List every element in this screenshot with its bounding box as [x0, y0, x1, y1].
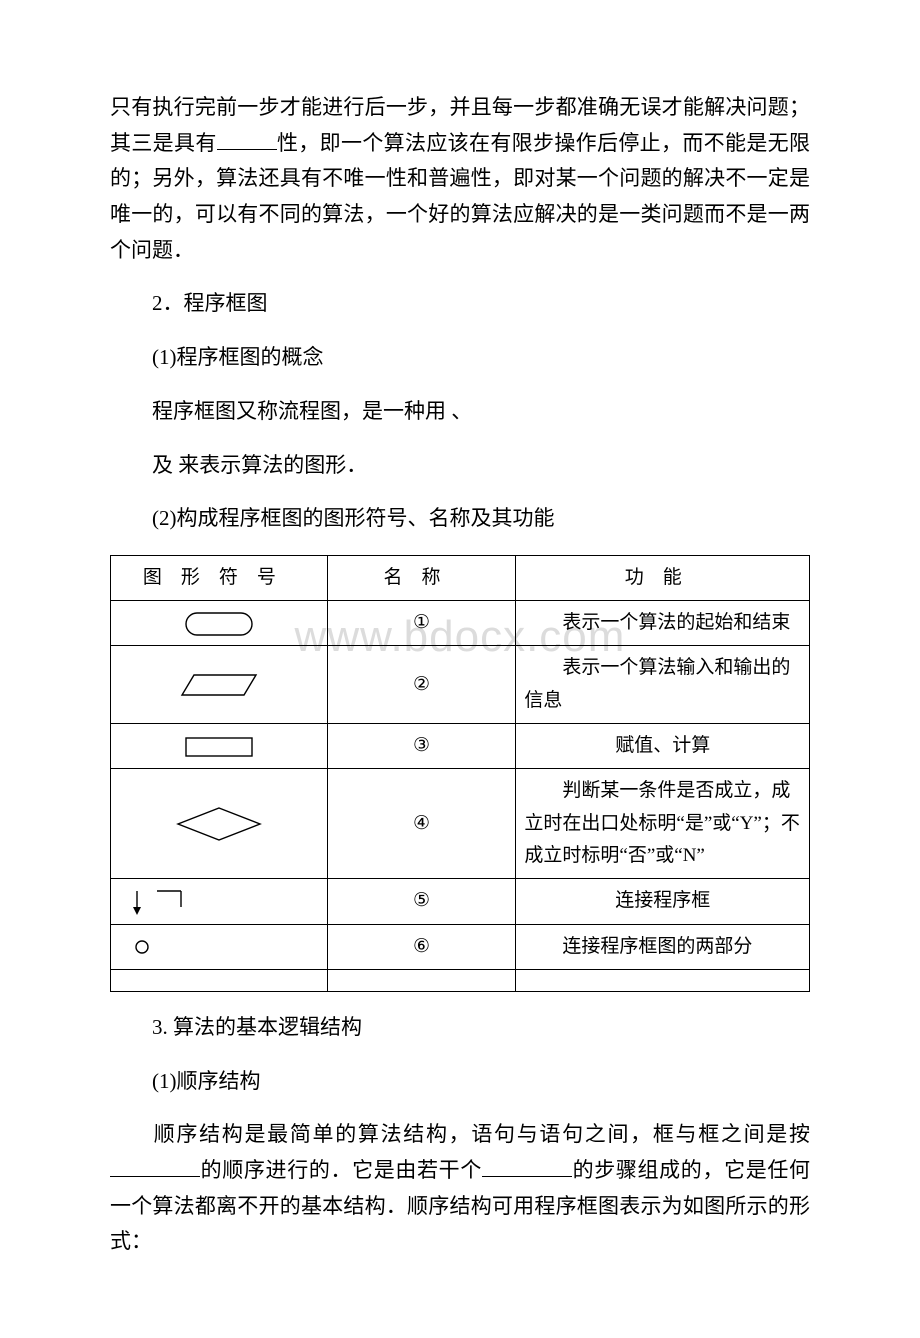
- page-content: 只有执行完前一步才能进行后一步，并且每一步都准确无误才能解决问题；其三是具有性，…: [110, 90, 810, 1260]
- blank-fill: [110, 1154, 200, 1177]
- parallelogram-icon: [180, 672, 258, 698]
- table-row: ② 表示一个算法输入和输出的信息: [111, 646, 810, 724]
- table-row: ⑥ 连接程序框图的两部分: [111, 924, 810, 969]
- symbols-table: 图形符号 名称 功能 ① 表示一个算法的起始和结束 ② 表示一个算法输入和输出的…: [110, 555, 810, 992]
- th-label: 图形符号: [143, 567, 295, 588]
- circled-number: ③: [413, 730, 430, 762]
- cell-shape-io: [111, 646, 328, 724]
- text-span: 的顺序进行的．它是由若干个: [200, 1158, 482, 1182]
- paragraph-sequence: 顺序结构是最简单的算法结构，语句与语句之间，框与框之间是按的顺序进行的．它是由若…: [110, 1117, 810, 1260]
- cell-shape-process: [111, 724, 328, 769]
- diamond-icon: [175, 805, 263, 843]
- th-symbol: 图形符号: [111, 555, 328, 600]
- cell-func: 判断某一条件是否成立，成立时在出口处标明“是”或“Y”；不成立时标明“否”或“N…: [516, 769, 810, 879]
- subheading-2-1: (1)程序框图的概念: [110, 340, 810, 376]
- connector-circle-icon: [133, 938, 151, 956]
- th-label: 功: [625, 567, 663, 588]
- circled-number: ⑤: [413, 885, 430, 917]
- flowline-icon: [129, 887, 187, 917]
- blank-fill: [482, 1154, 572, 1177]
- rectangle-icon: [184, 736, 254, 758]
- th-label: 名: [384, 567, 422, 588]
- table-row: ③ 赋值、计算: [111, 724, 810, 769]
- cell-shape-decision: [111, 769, 328, 879]
- cell-shape-flowline: [111, 879, 328, 924]
- subheading-2-2: (2)构成程序框图的图形符号、名称及其功能: [110, 501, 810, 537]
- circled-number: ⑥: [413, 931, 430, 963]
- table-row: ④ 判断某一条件是否成立，成立时在出口处标明“是”或“Y”；不成立时标明“否”或…: [111, 769, 810, 879]
- paragraph-flowchart-def1: 程序框图又称流程图，是一种用 、: [110, 394, 810, 430]
- table-row-empty: [111, 969, 810, 991]
- th-func: 功能: [516, 555, 810, 600]
- cell-num: ⑥: [327, 924, 516, 969]
- th-name: 名称: [327, 555, 516, 600]
- cell-func: 表示一个算法输入和输出的信息: [516, 646, 810, 724]
- cell-num: ①: [327, 601, 516, 646]
- empty-cell: [327, 969, 516, 991]
- circled-number: ①: [413, 607, 430, 639]
- heading-2: 2．程序框图: [110, 286, 810, 322]
- blank-fill: [217, 127, 277, 150]
- circled-number: ②: [413, 669, 430, 701]
- text-span: 顺序结构是最简单的算法结构，语句与语句之间，框与框之间是按: [152, 1122, 810, 1146]
- cell-func: 赋值、计算: [516, 724, 810, 769]
- th-label: 能: [663, 567, 701, 588]
- circled-number: ④: [413, 808, 430, 840]
- cell-shape-terminal: [111, 601, 328, 646]
- cell-func: 连接程序框图的两部分: [516, 924, 810, 969]
- cell-num: ⑤: [327, 879, 516, 924]
- cell-shape-connector: [111, 924, 328, 969]
- subheading-3-1: (1)顺序结构: [110, 1064, 810, 1100]
- paragraph-flowchart-def2: 及 来表示算法的图形．: [110, 448, 810, 484]
- table-header-row: 图形符号 名称 功能: [111, 555, 810, 600]
- table-row: ⑤ 连接程序框: [111, 879, 810, 924]
- cell-num: ③: [327, 724, 516, 769]
- table-row: ① 表示一个算法的起始和结束: [111, 601, 810, 646]
- cell-num: ②: [327, 646, 516, 724]
- heading-3: 3. 算法的基本逻辑结构: [110, 1010, 810, 1046]
- cell-func: 表示一个算法的起始和结束: [516, 601, 810, 646]
- cell-func: 连接程序框: [516, 879, 810, 924]
- empty-cell: [516, 969, 810, 991]
- th-label: 称: [422, 567, 460, 588]
- cell-num: ④: [327, 769, 516, 879]
- paragraph-intro: 只有执行完前一步才能进行后一步，并且每一步都准确无误才能解决问题；其三是具有性，…: [110, 90, 810, 268]
- empty-cell: [111, 969, 328, 991]
- terminal-icon: [184, 611, 254, 637]
